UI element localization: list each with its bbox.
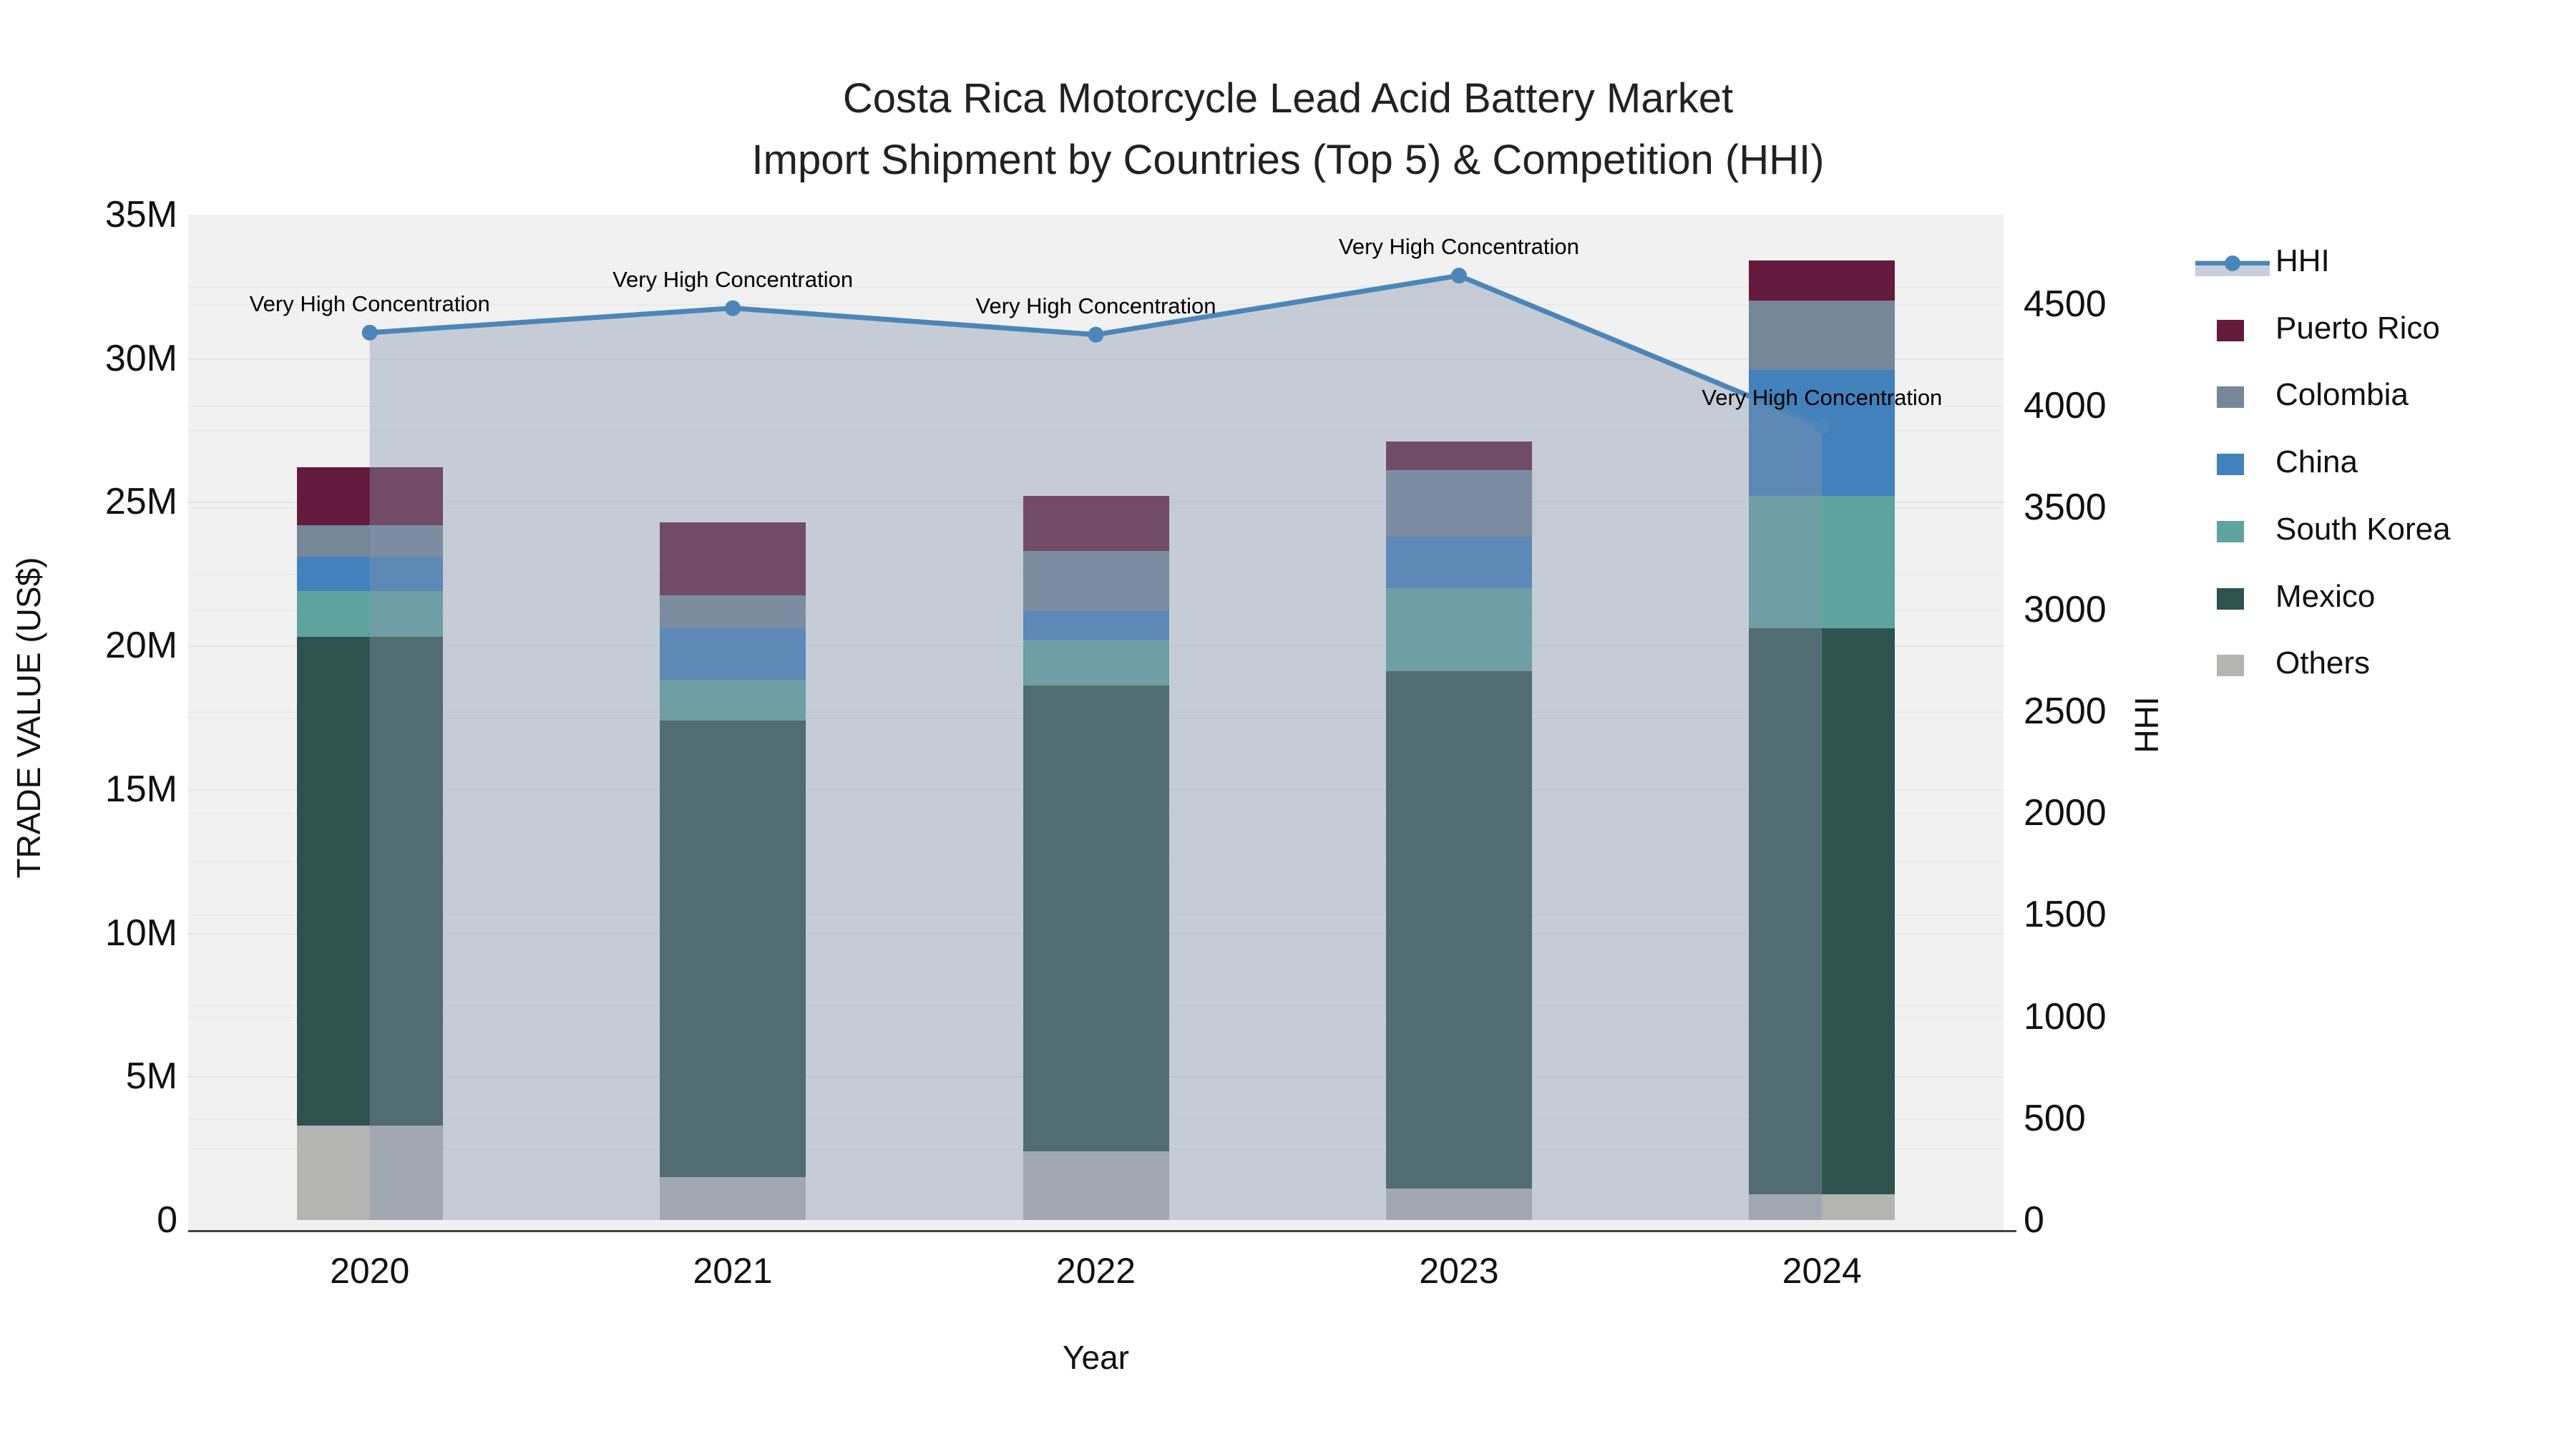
annotation-2024: Very High Concentration: [1702, 384, 1943, 410]
left-tick-0: 0: [157, 1199, 177, 1241]
right-tick-2500: 2500: [2024, 690, 2107, 732]
bar-segment-south-korea-2021: [660, 680, 806, 721]
bar-segment-south-korea-2020: [296, 590, 443, 638]
left-tick-15M: 15M: [104, 768, 177, 810]
hhi-marker-2023: [1450, 268, 1467, 284]
legend-swatch-others: [2217, 655, 2244, 677]
bar-segment-mexico-2021: [660, 720, 806, 1177]
bar-segment-others-2021: [660, 1176, 806, 1220]
chart-title-line1: Costa Rica Motorcycle Lead Acid Battery …: [842, 75, 1734, 122]
bar-segment-puerto-rico-2020: [296, 467, 443, 525]
hhi-marker-2024: [1814, 418, 1830, 434]
bar-segment-others-2023: [1385, 1188, 1532, 1220]
right-tick-0: 0: [2024, 1199, 2044, 1241]
bar-segment-others-2020: [296, 1125, 443, 1220]
legend-label-china: China: [2275, 444, 2358, 480]
left-axis-title: TRADE VALUE (US$): [10, 556, 47, 879]
right-axis-title: HHI: [2128, 696, 2165, 753]
bar-segment-others-2024: [1749, 1194, 1896, 1220]
x-tick-2023: 2023: [1419, 1251, 1499, 1291]
bar-segment-puerto-rico-2022: [1023, 496, 1169, 551]
legend-label-colombia: Colombia: [2275, 377, 2409, 413]
gridline-right-4500: [188, 304, 2004, 306]
x-tick-2022: 2022: [1055, 1251, 1136, 1291]
bar-segment-colombia-2022: [1023, 550, 1169, 611]
legend-label-puerto-rico: Puerto Rico: [2275, 310, 2440, 346]
bar-segment-south-korea-2022: [1023, 640, 1169, 686]
bar-segment-puerto-rico-2023: [1385, 441, 1532, 471]
legend-swatch-colombia: [2217, 386, 2244, 409]
x-axis-title: Year: [1063, 1339, 1129, 1376]
hhi-marker-2022: [1088, 326, 1104, 343]
left-tick-25M: 25M: [104, 481, 177, 523]
bar-segment-mexico-2020: [296, 637, 443, 1126]
gridline-left-30M: [188, 358, 2004, 360]
x-tick-2024: 2024: [1782, 1251, 1862, 1291]
x-axis-line: [188, 1230, 2016, 1232]
legend-swatch-puerto-rico: [2217, 319, 2244, 341]
legend-label-others: Others: [2275, 645, 2371, 681]
x-tick-2020: 2020: [330, 1251, 410, 1291]
bar-segment-south-korea-2024: [1749, 496, 1896, 629]
gridline-left-27.5M: [188, 430, 2004, 432]
chart-title-line2: Import Shipment by Countries (Top 5) & C…: [751, 137, 1825, 183]
right-tick-1500: 1500: [2024, 894, 2107, 936]
bar-segment-puerto-rico-2024: [1749, 260, 1896, 301]
hhi-area-fill: [369, 275, 1823, 1221]
right-tick-500: 500: [2024, 1097, 2086, 1139]
bar-segment-colombia-2020: [296, 525, 443, 557]
right-tick-1000: 1000: [2024, 995, 2107, 1038]
legend-label-hhi: HHI: [2275, 243, 2330, 278]
bar-segment-colombia-2023: [1385, 470, 1532, 537]
bar-segment-others-2022: [1023, 1151, 1169, 1220]
x-tick-2021: 2021: [693, 1251, 773, 1291]
right-tick-3500: 3500: [2024, 487, 2107, 529]
legend-hhi-marker: [2225, 255, 2240, 271]
bar-segment-colombia-2021: [660, 595, 806, 629]
left-tick-20M: 20M: [104, 625, 177, 667]
right-tick-4500: 4500: [2024, 283, 2107, 325]
bar-segment-china-2021: [660, 628, 806, 680]
legend-swatch-china: [2217, 454, 2244, 476]
right-tick-2000: 2000: [2024, 792, 2107, 834]
legend-swatch-mexico: [2217, 587, 2244, 610]
annotation-2020: Very High Concentration: [249, 291, 490, 316]
bar-segment-south-korea-2023: [1385, 587, 1532, 672]
bar-segment-china-2023: [1385, 536, 1532, 588]
bar-segment-china-2022: [1023, 610, 1169, 640]
right-tick-3000: 3000: [2024, 588, 2107, 630]
annotation-2023: Very High Concentration: [1338, 234, 1579, 260]
right-tick-4000: 4000: [2024, 385, 2107, 427]
hhi-marker-2021: [725, 300, 741, 316]
annotation-2021: Very High Concentration: [613, 266, 854, 292]
gridline-left-32.5M: [188, 286, 2004, 288]
bar-segment-mexico-2023: [1385, 671, 1532, 1189]
left-tick-5M: 5M: [125, 1055, 177, 1098]
bar-segment-china-2020: [296, 556, 443, 591]
left-tick-10M: 10M: [104, 912, 177, 954]
annotation-2022: Very High Concentration: [975, 293, 1216, 318]
hhi-marker-2020: [361, 324, 378, 341]
bar-segment-colombia-2024: [1749, 301, 1896, 370]
gridline-right-4000: [188, 406, 2004, 408]
left-tick-30M: 30M: [104, 337, 177, 379]
legend-label-mexico: Mexico: [2275, 578, 2376, 614]
legend-swatch-south-korea: [2217, 520, 2244, 542]
left-tick-35M: 35M: [104, 194, 177, 235]
legend-label-south-korea: South Korea: [2275, 511, 2451, 547]
bar-segment-mexico-2024: [1749, 628, 1896, 1194]
bar-segment-puerto-rico-2021: [660, 522, 806, 595]
bar-segment-mexico-2022: [1023, 686, 1169, 1151]
